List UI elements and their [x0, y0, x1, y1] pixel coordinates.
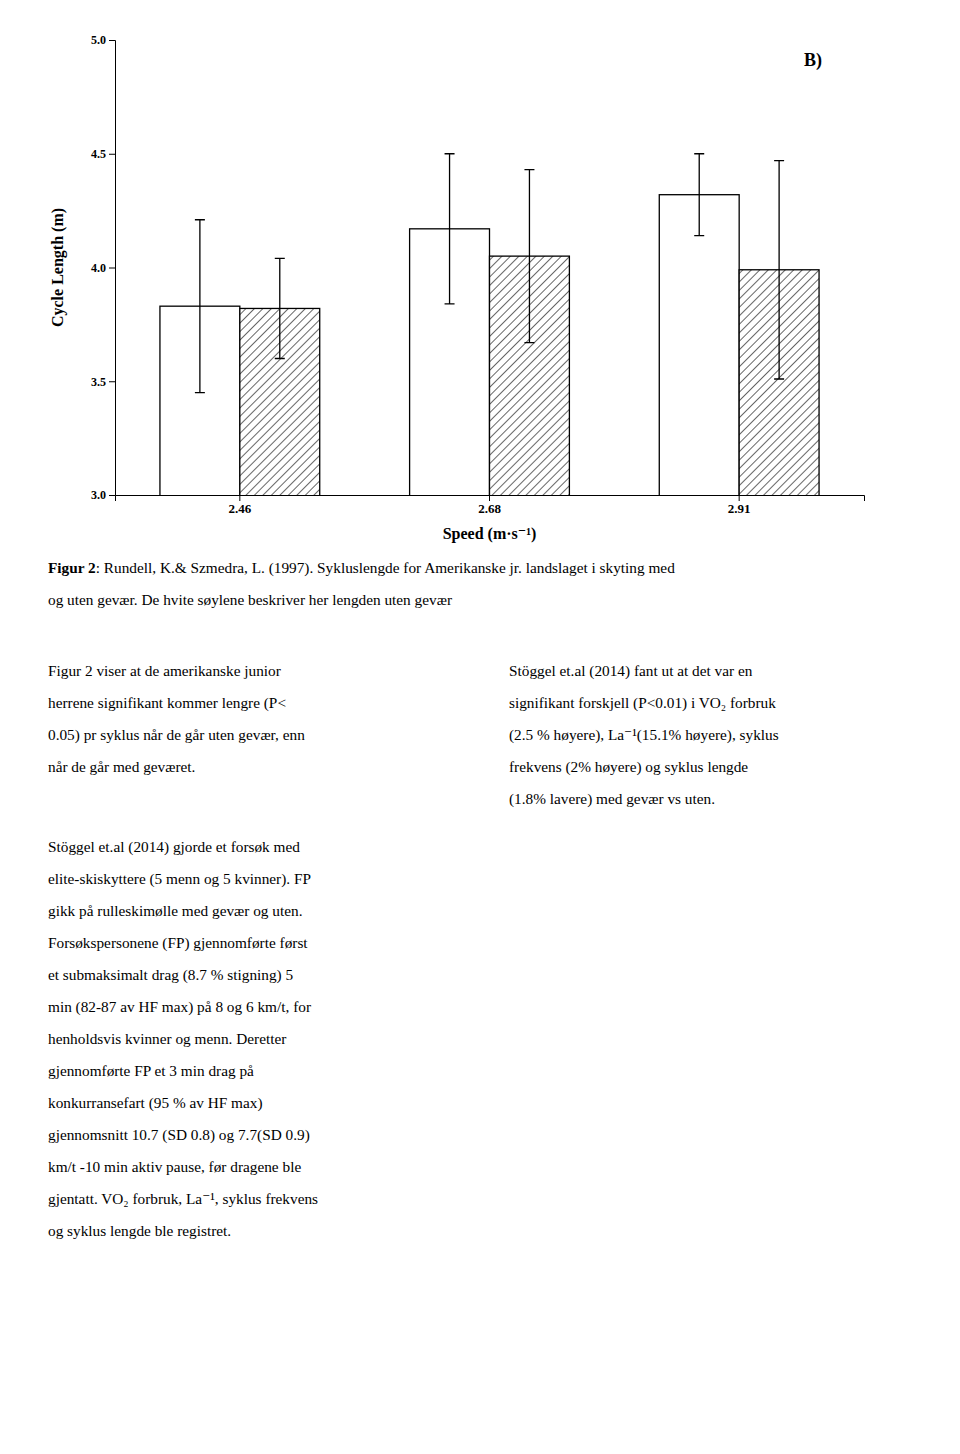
y-axis: 3.0 3.5 4.0 4.5 5.0	[91, 33, 116, 502]
y-tick-mark	[109, 40, 115, 41]
paragraph-line: når de går med geværet.	[48, 758, 195, 775]
x-tick: 2.91	[728, 495, 751, 516]
y-tick-mark	[109, 495, 115, 496]
paragraph-line: signifikant forskjell (P<0.01) i VO₂ for…	[509, 694, 776, 712]
x-tick-label: 2.46	[228, 501, 251, 516]
error-bar	[275, 258, 285, 358]
caption-line: Figur 2: Rundell, K.& Szmedra, L. (1997)…	[48, 559, 675, 577]
x-axis-line	[116, 496, 865, 502]
y-tick: 4.5	[91, 147, 115, 161]
paragraph-line: og syklus lengde ble registret.	[48, 1222, 231, 1239]
paragraph-line: gjennomførte FP et 3 min drag på	[48, 1062, 254, 1079]
paragraph-line: gjentatt. VO₂ forbruk, La⁻¹, syklus frek…	[48, 1190, 318, 1207]
y-tick-label: 3.5	[91, 375, 106, 389]
y-tick-mark	[109, 154, 115, 155]
bar	[659, 195, 739, 495]
bars	[160, 154, 819, 495]
y-tick-label: 5.0	[91, 33, 106, 47]
paragraph-line: Stöggel et.al (2014) gjorde et forsøk me…	[48, 838, 300, 856]
text-section: Figur 2: Rundell, K.& Szmedra, L. (1997)…	[48, 559, 779, 1238]
y-tick-label: 4.5	[91, 147, 106, 161]
y-tick-label: 3.0	[91, 488, 106, 502]
paragraph-line: (1.8% lavere) med gevær vs uten.	[509, 790, 715, 808]
paragraph-line: henholdsvis kvinner og menn. Deretter	[48, 1030, 286, 1047]
page: {"chart_data": {"type": "bar", "categori…	[0, 0, 960, 1454]
paragraph-line: et submaksimalt drag (8.7 % stigning) 5	[48, 966, 293, 984]
error-bar	[774, 161, 784, 379]
x-tick-mark	[739, 495, 740, 501]
plot: 2.46 2.68 2.91 3.0 3.5 4.0 4.5 5.0 Speed (m·s⁻¹)…	[49, 33, 865, 1177]
paragraph-line: Forsøkspersonene (FP) gjennomførte først	[48, 934, 308, 952]
x-tick-mark	[239, 495, 240, 501]
y-tick: 5.0	[91, 33, 115, 47]
x-tick-label: 2.68	[478, 501, 501, 516]
caption-text: og uten gevær. De hvite søylene beskrive…	[48, 591, 452, 608]
x-tick-mark	[489, 495, 490, 501]
paragraph-line: frekvens (2% høyere) og syklus lengde	[509, 758, 748, 776]
figure: 2.46 2.68 2.91 3.0 3.5 4.0 4.5 5.0 Speed (m·s⁻¹)…	[0, 0, 960, 1454]
y-axis-line	[109, 41, 116, 496]
paragraph-line: Figur 2 viser at de amerikanske junior	[48, 662, 281, 679]
error-bar	[694, 154, 704, 236]
y-tick-mark	[109, 268, 115, 269]
paragraph-line: herrene signifikant kommer lengre (P<	[48, 694, 286, 712]
y-tick-label: 4.0	[91, 261, 106, 275]
y-tick-mark	[109, 381, 115, 382]
caption-text: : Rundell, K.& Szmedra, L. (1997). Syklu…	[96, 559, 675, 577]
error-bar	[195, 220, 205, 393]
caption-bold: Figur 2	[48, 559, 96, 576]
y-tick: 3.5	[91, 375, 115, 389]
error-bar	[524, 170, 534, 343]
x-tick: 2.46	[228, 495, 251, 516]
paragraph-line: min (82-87 av HF max) på 8 og 6 km/t, fo…	[48, 998, 311, 1016]
paragraph-line: konkurransefart (95 % av HF max)	[48, 1094, 263, 1112]
y-axis-title: Cycle Length (m)	[49, 208, 67, 327]
annotation: B)	[804, 50, 822, 71]
y-tick: 3.0	[91, 488, 115, 502]
paragraph-line: gikk på rulleskimølle med gevær og uten.	[48, 902, 302, 919]
paragraph-line: elite-skiskyttere (5 menn og 5 kvinner).…	[48, 870, 311, 888]
y-tick: 4.0	[91, 261, 115, 275]
paragraph-line: Stöggel et.al (2014) fant ut at det var …	[509, 662, 753, 680]
x-axis-title: Speed (m·s⁻¹)	[443, 525, 537, 543]
x-tick-label: 2.91	[728, 501, 751, 516]
x-tick: 2.68	[478, 495, 501, 516]
paragraph-line: gjennomsnitt 10.7 (SD 0.8) og 7.7(SD 0.9…	[48, 1126, 310, 1144]
x-axis: 2.46 2.68 2.91	[116, 495, 865, 516]
paragraph-line: (2.5 % høyere), La⁻¹(15.1% høyere), sykl…	[509, 726, 779, 744]
error-bar	[445, 154, 455, 304]
paragraph-line: 0.05) pr syklus når de går uten gevær, e…	[48, 726, 305, 744]
paragraph-line: km/t -10 min aktiv pause, før dragene bl…	[48, 1158, 301, 1175]
